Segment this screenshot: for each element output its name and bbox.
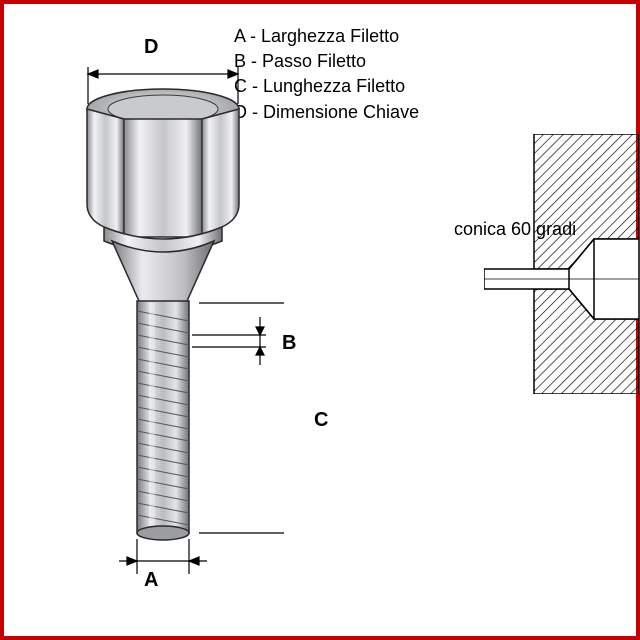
diagram-frame: A - Larghezza Filetto B - Passo Filetto … [0,0,640,640]
legend-val-a: Larghezza Filetto [261,26,399,46]
cone-section-diagram [484,134,639,394]
legend-key-a: A [234,26,245,46]
legend-row-a: A - Larghezza Filetto [234,24,419,49]
bolt-drawing [64,59,284,579]
dim-label-d: D [144,36,158,59]
dim-label-c: C [314,409,328,432]
legend-val-d: Dimensione Chiave [263,102,419,122]
dim-label-b: B [282,332,296,355]
legend-val-c: Lunghezza Filetto [263,76,405,96]
